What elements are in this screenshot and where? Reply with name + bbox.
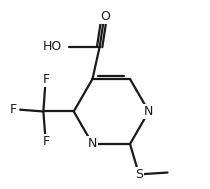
Text: HO: HO xyxy=(43,40,62,53)
Text: F: F xyxy=(42,135,50,148)
Text: F: F xyxy=(42,73,50,86)
Text: S: S xyxy=(135,168,143,181)
Text: F: F xyxy=(9,103,17,116)
Text: N: N xyxy=(144,105,154,118)
Text: N: N xyxy=(88,137,97,150)
Text: O: O xyxy=(100,10,110,23)
